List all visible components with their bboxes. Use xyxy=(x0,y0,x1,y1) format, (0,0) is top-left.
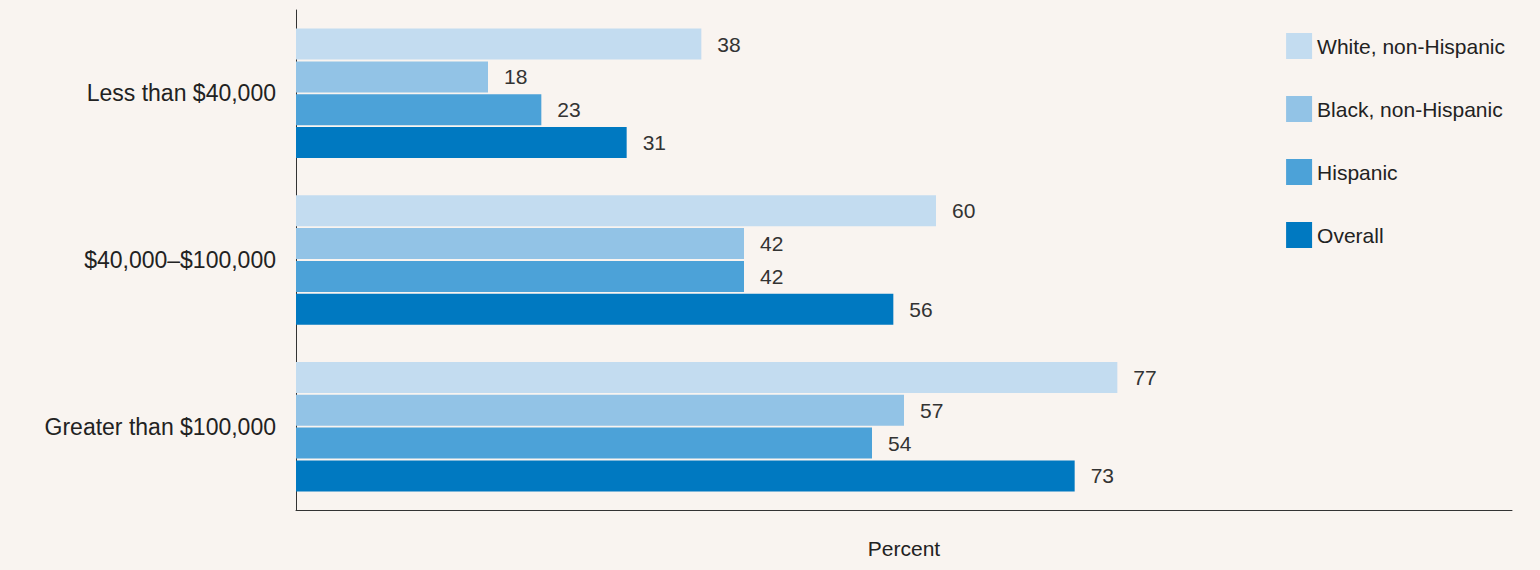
svg-text:Percent: Percent xyxy=(868,537,941,560)
svg-text:38: 38 xyxy=(717,33,740,56)
svg-text:White, non-Hispanic: White, non-Hispanic xyxy=(1317,35,1505,58)
svg-text:60: 60 xyxy=(952,199,975,222)
svg-text:73: 73 xyxy=(1091,464,1114,487)
svg-text:Overall: Overall xyxy=(1317,224,1384,247)
svg-text:31: 31 xyxy=(643,131,666,154)
svg-text:Greater than $100,000: Greater than $100,000 xyxy=(45,414,276,440)
svg-text:$40,000–$100,000: $40,000–$100,000 xyxy=(84,247,276,273)
svg-text:56: 56 xyxy=(909,298,932,321)
svg-text:42: 42 xyxy=(760,232,783,255)
svg-text:42: 42 xyxy=(760,265,783,288)
svg-text:54: 54 xyxy=(888,432,912,455)
svg-text:23: 23 xyxy=(557,98,580,121)
svg-text:77: 77 xyxy=(1133,366,1156,389)
svg-text:Hispanic: Hispanic xyxy=(1317,161,1398,184)
svg-text:Black, non-Hispanic: Black, non-Hispanic xyxy=(1317,98,1503,121)
svg-text:Less than $40,000: Less than $40,000 xyxy=(87,80,276,106)
svg-text:57: 57 xyxy=(920,399,943,422)
svg-text:18: 18 xyxy=(504,65,527,88)
